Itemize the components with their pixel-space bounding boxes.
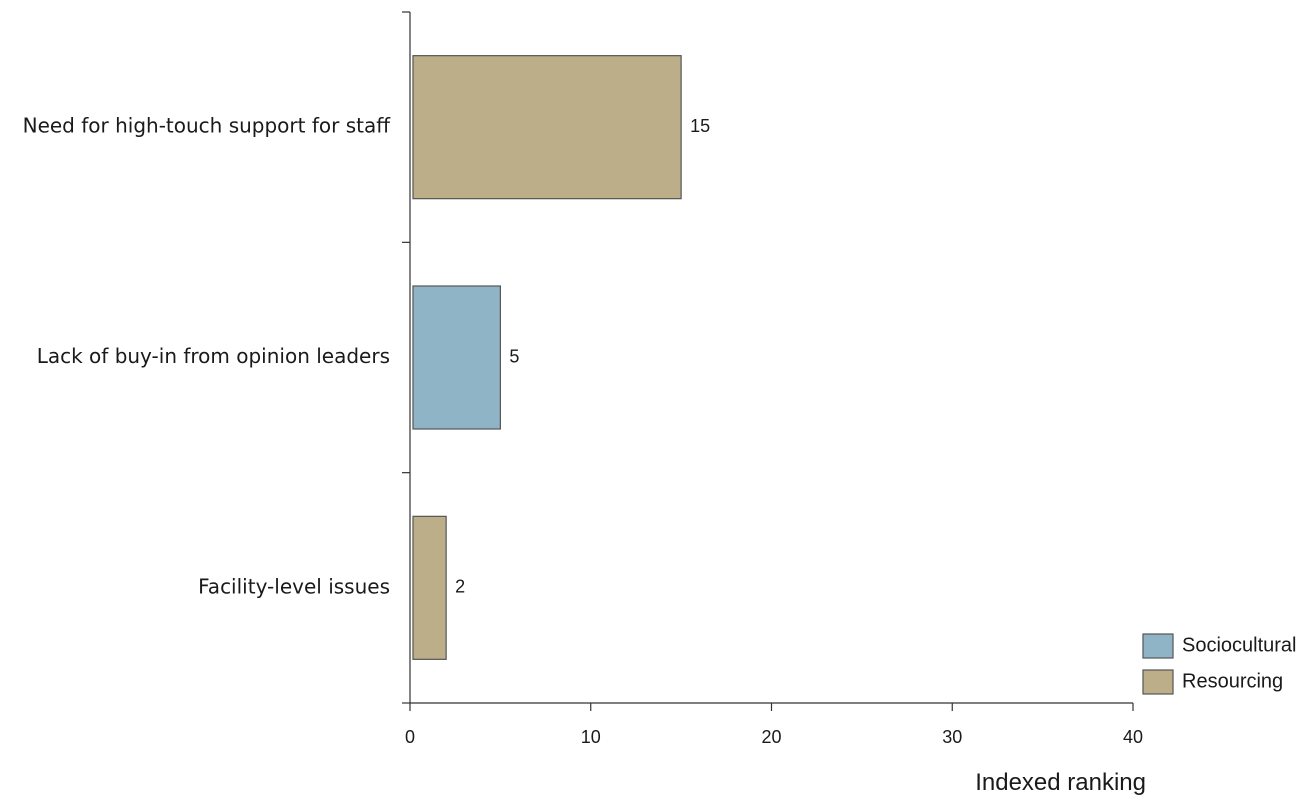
x-tick-label: 10 bbox=[581, 727, 601, 747]
x-axis-title: Indexed ranking bbox=[975, 769, 1146, 796]
bar-resourcing bbox=[412, 55, 682, 200]
legend-label: Resourcing bbox=[1182, 670, 1283, 692]
data-label: 2 bbox=[455, 577, 465, 597]
legend-swatch bbox=[1142, 633, 1174, 659]
category-label: Need for high-touch support for staff bbox=[23, 114, 392, 138]
legend-label: Sociocultural bbox=[1182, 634, 1297, 656]
bar-sociocultural bbox=[412, 285, 501, 430]
legend: Sociocultural Resourcing bbox=[1142, 633, 1297, 695]
category-label: Facility-level issues bbox=[198, 574, 390, 598]
x-tick-label: 30 bbox=[942, 727, 962, 747]
ticks-layer bbox=[402, 11, 1134, 711]
category-label: Lack of buy-in from opinion leaders bbox=[37, 344, 390, 368]
legend-swatch bbox=[1142, 669, 1174, 695]
bar-resourcing bbox=[412, 515, 447, 660]
x-tick-label: 40 bbox=[1123, 727, 1143, 747]
x-tick-label: 20 bbox=[761, 727, 781, 747]
data-label: 15 bbox=[690, 116, 710, 136]
x-tick-label: 0 bbox=[405, 727, 415, 747]
bars-layer bbox=[412, 55, 682, 660]
data-label: 5 bbox=[509, 346, 519, 366]
labels-layer: Need for high-touch support for staff 15 L… bbox=[23, 114, 1143, 747]
